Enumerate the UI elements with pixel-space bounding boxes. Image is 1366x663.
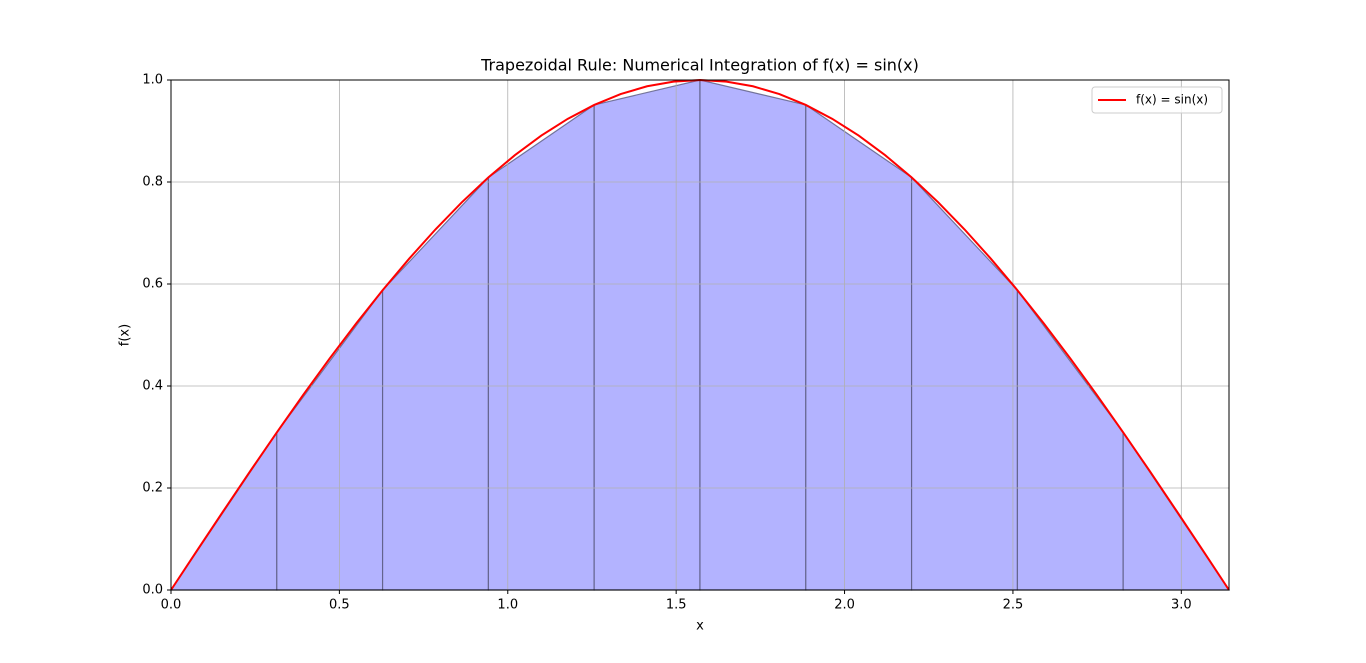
- x-tick-label: 3.0: [1171, 598, 1192, 613]
- x-tick-label: 1.0: [497, 598, 518, 613]
- y-tick-label: 0.0: [142, 583, 163, 598]
- trapezoid: [699, 79, 807, 591]
- x-axis-label: x: [696, 619, 704, 634]
- x-tick-label: 1.5: [666, 598, 687, 613]
- chart-title: Trapezoidal Rule: Numerical Integration …: [480, 56, 919, 75]
- trapezoid: [805, 103, 913, 591]
- y-tick-label: 0.8: [142, 175, 163, 190]
- x-tick-label: 0.5: [329, 598, 350, 613]
- y-axis-label: f(x): [118, 324, 133, 346]
- x-tick-label: 2.0: [834, 598, 855, 613]
- y-tick-label: 1.0: [142, 73, 163, 88]
- legend-label: f(x) = sin(x): [1136, 93, 1208, 107]
- x-tick-label: 2.5: [1003, 598, 1024, 613]
- legend-box: [1091, 86, 1223, 114]
- trapezoid: [593, 79, 701, 591]
- trapezoid: [487, 103, 595, 591]
- y-tick-label: 0.6: [142, 277, 163, 292]
- x-tick-label: 0.0: [161, 598, 182, 613]
- y-tick-label: 0.4: [142, 379, 163, 394]
- y-tick-label: 0.2: [142, 481, 163, 496]
- axes-frame: [170, 79, 1230, 591]
